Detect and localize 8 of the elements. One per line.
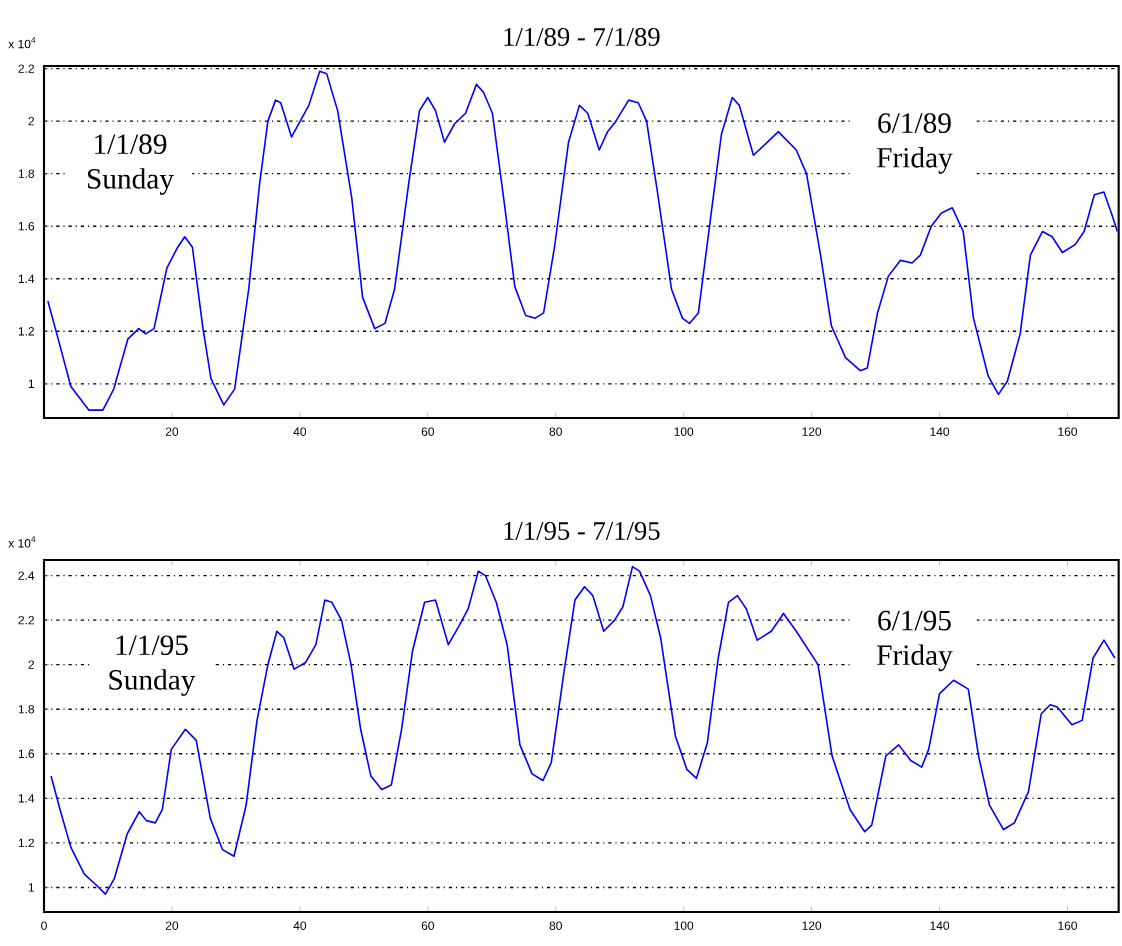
line-series bbox=[50, 565, 1116, 895]
annotation: 6/1/95 Friday bbox=[877, 610, 953, 672]
annotation: 1/1/95 Sunday bbox=[109, 635, 196, 696]
annotation: 6/1/89 Friday bbox=[877, 113, 953, 174]
chart-title: 1/1/95 - 7/1/95 bbox=[504, 521, 660, 540]
annotation: 1/1/89 Sunday bbox=[87, 134, 174, 195]
chart-title: 1/1/89 - 7/1/89 bbox=[504, 27, 660, 46]
line-series bbox=[47, 70, 1119, 411]
